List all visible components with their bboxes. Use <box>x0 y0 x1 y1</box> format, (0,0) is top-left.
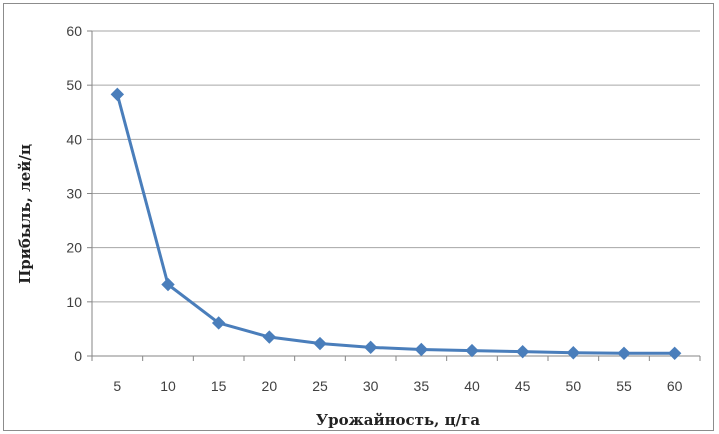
data-point-marker <box>313 336 327 351</box>
x-tick-label: 40 <box>464 378 480 394</box>
data-point-marker <box>617 346 631 360</box>
grid-lines <box>87 30 700 357</box>
data-point-marker <box>161 277 175 292</box>
x-tick-label: 20 <box>262 378 278 394</box>
x-tick-label: 60 <box>667 378 683 394</box>
y-tick-label: 10 <box>66 294 82 310</box>
y-tick-label: 60 <box>66 23 82 39</box>
series-layer <box>110 87 682 360</box>
x-tick-label: 10 <box>160 378 176 394</box>
y-tick-label: 50 <box>66 77 82 93</box>
x-tick-label: 50 <box>566 378 582 394</box>
data-point-marker <box>515 344 530 359</box>
data-point-marker <box>262 330 277 344</box>
data-point-marker <box>363 340 378 355</box>
data-point-marker <box>211 316 226 330</box>
x-tick-label: 25 <box>312 378 328 394</box>
y-tick-labels: 0 10 20 30 40 50 60 <box>66 23 82 364</box>
data-point-marker <box>566 346 581 360</box>
y-tick-label: 40 <box>66 131 82 147</box>
y-tick-label: 30 <box>66 186 82 202</box>
x-tick-labels: 5 10 15 20 25 30 35 40 45 50 55 60 <box>113 378 682 394</box>
data-point-marker <box>667 346 682 360</box>
x-axis-title: Урожайность, ц/га <box>316 411 480 429</box>
data-point-marker <box>110 87 125 102</box>
axes <box>91 31 701 361</box>
chart-frame <box>3 3 714 431</box>
y-tick-label: 0 <box>74 348 82 364</box>
series-line <box>115 93 675 355</box>
data-point-marker <box>414 342 429 357</box>
x-tick-label: 35 <box>414 378 430 394</box>
x-tick-label: 55 <box>616 378 632 394</box>
y-axis-title: Прибыль, лей/ц <box>16 144 34 284</box>
x-tick-label: 15 <box>211 378 227 394</box>
y-tick-label: 20 <box>66 240 82 256</box>
x-tick-label: 5 <box>113 378 121 394</box>
x-tick-label: 30 <box>363 378 379 394</box>
x-tick-label: 45 <box>515 378 531 394</box>
data-point-marker <box>465 343 479 358</box>
